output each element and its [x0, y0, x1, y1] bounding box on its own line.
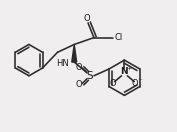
Text: O: O	[109, 79, 116, 88]
Text: O: O	[84, 14, 90, 23]
Text: S: S	[87, 71, 93, 81]
Text: ⁻: ⁻	[138, 79, 142, 85]
Polygon shape	[72, 44, 77, 62]
Text: +: +	[127, 66, 132, 71]
Text: O: O	[132, 79, 139, 88]
Text: HN: HN	[56, 59, 69, 68]
Text: O: O	[75, 63, 82, 72]
Text: O: O	[75, 80, 82, 89]
Text: N: N	[121, 67, 128, 76]
Text: Cl: Cl	[115, 33, 123, 42]
